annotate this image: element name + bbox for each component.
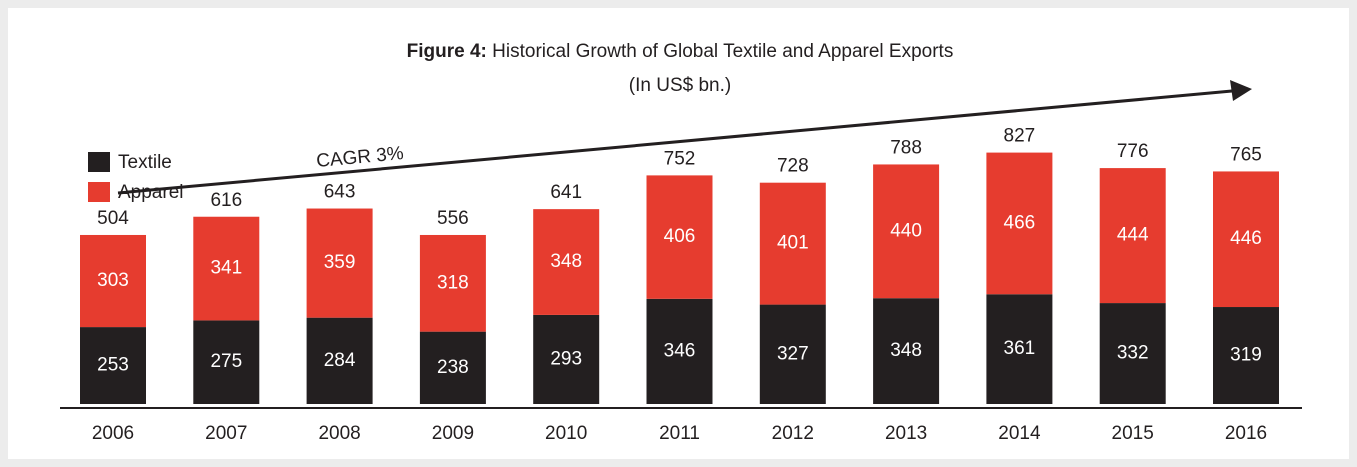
bar-segment <box>1213 171 1279 308</box>
bar-segment <box>193 216 260 321</box>
data-label: 401 <box>777 233 809 254</box>
total-label: 827 <box>1004 126 1036 147</box>
data-label: 348 <box>550 251 582 272</box>
bar-segment <box>193 320 260 404</box>
data-label: 284 <box>324 350 356 371</box>
data-label: 466 <box>1004 212 1036 233</box>
legend-label: Textile <box>118 152 172 173</box>
data-label: 444 <box>1117 225 1149 246</box>
bar-segment <box>80 234 146 328</box>
x-tick-label: 2016 <box>1225 423 1267 444</box>
chart-title: Figure 4: Historical Growth of Global Te… <box>407 41 954 62</box>
total-label: 643 <box>324 182 356 203</box>
x-tick-label: 2014 <box>998 423 1041 444</box>
bar-segment <box>759 304 826 404</box>
bar-segment <box>1099 303 1166 404</box>
total-label: 788 <box>890 137 922 158</box>
total-label: 765 <box>1230 144 1262 165</box>
legend-swatch <box>88 182 110 202</box>
x-tick-label: 2011 <box>659 423 700 444</box>
total-label: 752 <box>664 148 696 169</box>
data-label: 359 <box>324 252 356 273</box>
x-tick-label: 2008 <box>318 423 360 444</box>
total-label: 556 <box>437 208 469 229</box>
data-label: 406 <box>664 226 696 247</box>
data-label: 253 <box>97 355 129 376</box>
title-text: Historical Growth of Global Textile and … <box>492 41 953 62</box>
bar-segment <box>533 314 600 404</box>
x-tick-label: 2013 <box>885 423 927 444</box>
data-label: 319 <box>1230 345 1262 366</box>
data-label: 303 <box>97 270 129 291</box>
total-label: 616 <box>210 190 242 211</box>
data-label: 361 <box>1004 338 1036 359</box>
data-label: 440 <box>890 220 922 241</box>
bar-segment <box>873 298 940 404</box>
bar-segment <box>1213 307 1279 404</box>
legend-label: Apparel <box>118 182 184 203</box>
x-tick-label: 2012 <box>772 423 814 444</box>
bar-segment <box>80 327 146 404</box>
bar-segment <box>986 294 1053 404</box>
bar-segment <box>873 164 940 299</box>
legend-swatch <box>88 152 110 172</box>
total-label: 641 <box>550 182 582 203</box>
total-label: 504 <box>97 208 129 229</box>
bar-segment <box>306 317 373 404</box>
x-tick-label: 2010 <box>545 423 587 444</box>
x-tick-label: 2007 <box>205 423 247 444</box>
data-label: 318 <box>437 272 469 293</box>
bar-segment <box>759 182 826 305</box>
total-label: 776 <box>1117 141 1149 162</box>
data-label: 327 <box>777 343 809 364</box>
x-tick-label: 2006 <box>92 423 134 444</box>
bar-segment <box>419 331 486 404</box>
bar-segment <box>646 175 713 299</box>
total-label: 728 <box>777 156 809 177</box>
bar-segment <box>1099 168 1166 304</box>
bar-segment <box>533 209 600 315</box>
x-tick-label: 2015 <box>1112 423 1154 444</box>
data-label: 446 <box>1230 228 1262 249</box>
trend-arrow <box>117 89 1233 195</box>
bar-segment <box>306 208 373 318</box>
data-label: 293 <box>550 348 582 369</box>
arrow-head <box>1230 80 1252 101</box>
data-label: 346 <box>664 340 696 361</box>
bar-segment <box>419 234 486 332</box>
x-tick-label: 2009 <box>432 423 474 444</box>
bar-segment <box>646 298 713 404</box>
data-label: 238 <box>437 357 469 378</box>
data-label: 341 <box>210 258 242 279</box>
data-label: 332 <box>1117 343 1149 364</box>
title-label: Figure 4: <box>407 41 487 62</box>
bar-segment <box>986 152 1053 295</box>
data-label: 275 <box>210 351 242 372</box>
chart-subtitle: (In US$ bn.) <box>629 75 731 96</box>
data-label: 348 <box>890 340 922 361</box>
